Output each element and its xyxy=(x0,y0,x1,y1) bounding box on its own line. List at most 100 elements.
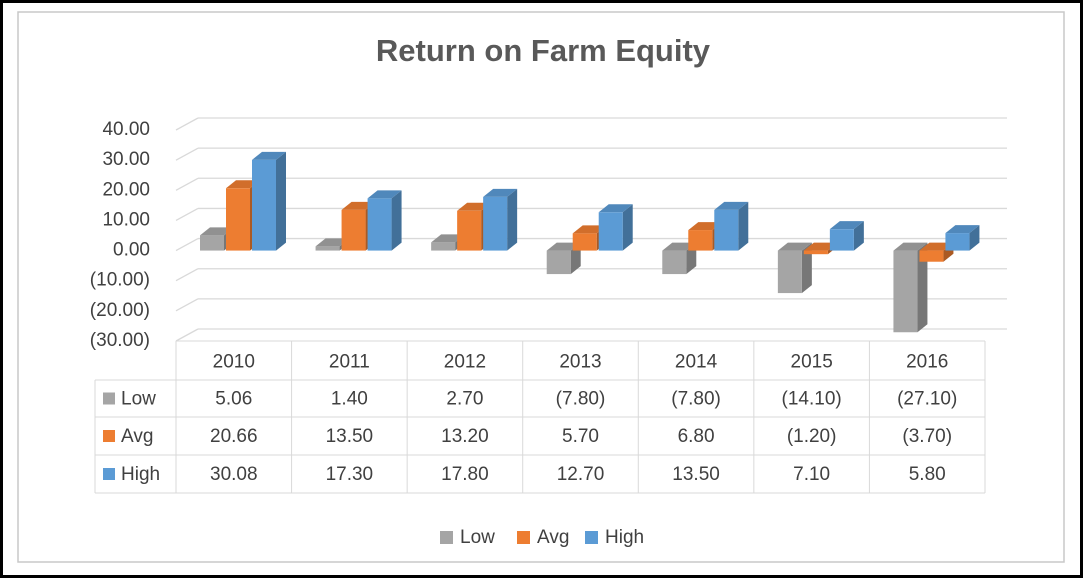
bar-top xyxy=(662,242,697,251)
table-cell: (27.10) xyxy=(897,389,957,410)
legend-label: Low xyxy=(460,527,495,548)
bar-top xyxy=(598,204,633,213)
x-tick-label: 2013 xyxy=(559,352,601,373)
bar xyxy=(919,250,944,262)
legend-key xyxy=(440,531,453,544)
bar xyxy=(688,230,713,251)
bar xyxy=(341,209,366,251)
bar-top xyxy=(714,201,749,210)
table-row-header: Low xyxy=(121,389,156,410)
grid-line-side xyxy=(175,298,199,312)
bar-top xyxy=(457,202,492,211)
table-cell: (7.80) xyxy=(671,389,721,410)
chart-frame xyxy=(17,11,1065,563)
bar xyxy=(226,188,250,251)
table-cell: 30.08 xyxy=(210,464,258,485)
x-tick-label: 2016 xyxy=(906,352,948,373)
y-tick-label: 40.00 xyxy=(102,119,150,140)
bar-top xyxy=(572,225,607,234)
table-row-header: Avg xyxy=(121,426,153,447)
table-cell: 7.10 xyxy=(793,464,830,485)
bar-top xyxy=(226,180,260,189)
bar xyxy=(829,229,854,251)
grid-line-side xyxy=(175,268,199,282)
bar-top xyxy=(200,227,234,236)
bar xyxy=(714,209,739,251)
table-cell: 1.40 xyxy=(331,389,368,410)
bar-side xyxy=(276,151,286,251)
chart-title: Return on Farm Equity xyxy=(376,33,711,68)
bar-side xyxy=(917,242,928,333)
bar-side xyxy=(969,225,980,251)
legend-label: High xyxy=(605,527,644,548)
legend-label: Avg xyxy=(537,527,569,548)
bar-top xyxy=(777,242,812,251)
y-tick-label: (10.00) xyxy=(90,270,150,291)
grid-line-side xyxy=(175,177,199,191)
table-cell: 13.20 xyxy=(441,426,489,447)
table-legend-key xyxy=(103,392,115,405)
table-cell: (14.10) xyxy=(782,389,842,410)
bar xyxy=(572,233,597,251)
table-cell: (3.70) xyxy=(902,426,952,447)
table-cell: 12.70 xyxy=(557,464,605,485)
table-cell: (7.80) xyxy=(556,389,606,410)
bar-side xyxy=(853,221,864,251)
grid-line-side xyxy=(175,207,199,221)
bar xyxy=(945,233,970,251)
bar-top xyxy=(945,225,980,234)
table-row-header: High xyxy=(121,464,160,485)
bar-side xyxy=(507,188,518,251)
y-tick-label: (30.00) xyxy=(90,330,150,351)
bar xyxy=(546,250,571,275)
bar-top xyxy=(803,242,838,251)
table-cell: 17.30 xyxy=(326,464,374,485)
grid-line-side xyxy=(175,238,199,252)
bar-top xyxy=(367,190,402,199)
table-legend-key xyxy=(103,430,115,442)
bar xyxy=(598,212,623,251)
bar xyxy=(252,159,276,251)
bar-top xyxy=(431,234,466,243)
table-cell: 20.66 xyxy=(210,426,258,447)
bar-side xyxy=(391,190,402,251)
grid-line-side xyxy=(175,328,199,342)
bar xyxy=(367,198,392,251)
x-tick-label: 2014 xyxy=(675,352,718,373)
bar-top xyxy=(919,242,954,251)
bar xyxy=(431,242,456,251)
bar xyxy=(200,235,224,251)
bar-side xyxy=(622,204,633,251)
x-tick-label: 2010 xyxy=(213,352,255,373)
bar xyxy=(457,210,482,251)
bar xyxy=(662,250,687,275)
y-tick-label: 30.00 xyxy=(102,149,150,170)
bar-top xyxy=(893,242,928,251)
bar-top xyxy=(688,222,723,231)
table-cell: 13.50 xyxy=(672,464,720,485)
bar-top xyxy=(546,242,581,251)
bar xyxy=(777,250,802,294)
legend-key xyxy=(585,531,598,544)
table-cell: 6.80 xyxy=(678,426,715,447)
table-cell: 2.70 xyxy=(446,389,483,410)
x-tick-label: 2011 xyxy=(329,352,370,373)
bar-top xyxy=(483,188,518,197)
table-legend-key xyxy=(103,468,115,480)
grid-line-side xyxy=(175,147,199,161)
bar-top xyxy=(341,201,376,210)
bar-top xyxy=(315,238,350,247)
bar-side xyxy=(801,242,812,294)
bar xyxy=(315,246,340,251)
bar xyxy=(893,250,918,333)
bar-top xyxy=(829,221,864,230)
table-cell: (1.20) xyxy=(787,426,837,447)
table-cell: 5.06 xyxy=(215,389,252,410)
y-tick-label: 20.00 xyxy=(102,179,150,200)
bar-top xyxy=(252,151,286,160)
bar xyxy=(483,196,508,251)
bar-side xyxy=(738,201,749,251)
bar xyxy=(803,250,828,255)
x-tick-label: 2012 xyxy=(444,352,486,373)
